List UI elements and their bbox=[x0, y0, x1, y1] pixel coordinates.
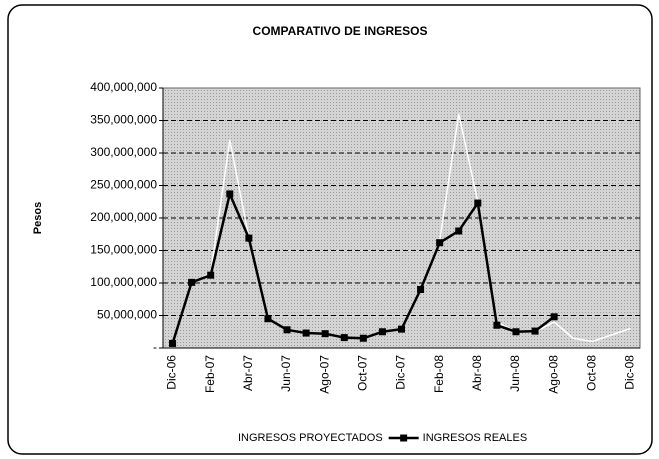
y-tick-label: 50,000,000 bbox=[97, 308, 157, 322]
y-tick-label: 300,000,000 bbox=[90, 145, 157, 159]
x-tick-label: Jun-07 bbox=[279, 355, 293, 392]
x-tick-label: Dic-07 bbox=[394, 355, 408, 390]
point-marker bbox=[359, 334, 367, 342]
point-marker bbox=[226, 190, 234, 198]
point-marker bbox=[398, 325, 405, 333]
legend-label: INGRESOS PROYECTADOS bbox=[238, 432, 383, 444]
x-tick-label: Ago-07 bbox=[317, 355, 331, 394]
x-tick-label: Dic-06 bbox=[165, 355, 179, 390]
point-marker bbox=[340, 334, 348, 342]
x-tick-label: Feb-08 bbox=[432, 355, 446, 393]
point-marker bbox=[169, 339, 177, 347]
x-tick-label: Ago-08 bbox=[546, 355, 560, 394]
y-tick-label: 400,000,000 bbox=[90, 80, 157, 94]
y-tick-label: 100,000,000 bbox=[90, 275, 157, 289]
x-tick-label: Dic-08 bbox=[623, 355, 637, 390]
y-axis-label: Pesos bbox=[32, 202, 44, 234]
point-marker bbox=[302, 329, 310, 337]
point-marker bbox=[417, 286, 425, 293]
point-marker bbox=[245, 234, 253, 242]
y-tick-label: 350,000,000 bbox=[90, 113, 157, 127]
x-tick-label: Abr-07 bbox=[241, 355, 255, 391]
y-tick-label: 250,000,000 bbox=[90, 178, 157, 192]
plot-area bbox=[162, 87, 641, 349]
point-marker bbox=[207, 271, 215, 279]
point-marker bbox=[493, 321, 501, 329]
y-tick-label: 200,000,000 bbox=[90, 210, 157, 224]
x-tick-label: Oct-07 bbox=[356, 355, 370, 391]
legend-label: INGRESOS REALES bbox=[423, 432, 528, 444]
point-marker bbox=[474, 199, 482, 207]
point-marker bbox=[378, 328, 386, 336]
point-marker bbox=[436, 239, 444, 247]
x-tick-label: Jun-08 bbox=[508, 355, 522, 392]
y-tick-label: 150,000,000 bbox=[90, 243, 157, 257]
point-marker bbox=[550, 313, 558, 321]
chart-title: COMPARATIVO DE INGRESOS bbox=[253, 24, 428, 38]
x-tick-label: Feb-07 bbox=[203, 355, 217, 393]
x-tick-label: Abr-08 bbox=[470, 355, 484, 391]
x-tick-label: Oct-08 bbox=[584, 355, 598, 391]
point-marker bbox=[283, 326, 291, 334]
y-tick-label: - bbox=[153, 340, 157, 354]
point-marker bbox=[188, 278, 196, 286]
point-marker bbox=[512, 328, 520, 336]
point-marker bbox=[531, 327, 539, 335]
legend-marker bbox=[400, 434, 408, 442]
point-marker bbox=[455, 227, 463, 235]
point-marker bbox=[264, 315, 272, 323]
point-marker bbox=[321, 330, 329, 338]
